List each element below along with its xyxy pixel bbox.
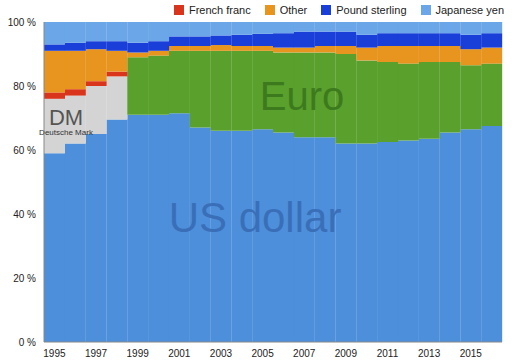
svg-text:0 %: 0 % xyxy=(19,337,36,348)
html-text:French franc: French franc xyxy=(188,4,251,16)
svg-text:2003: 2003 xyxy=(210,348,233,359)
html-text:US dollar: US dollar xyxy=(168,194,342,241)
svg-text:100 %: 100 % xyxy=(8,17,36,28)
html-text:Japanese yen: Japanese yen xyxy=(435,4,504,16)
svg-text:1999: 1999 xyxy=(127,348,150,359)
svg-text:2013: 2013 xyxy=(418,348,441,359)
svg-text:2007: 2007 xyxy=(293,348,316,359)
svg-text:40 %: 40 % xyxy=(13,209,36,220)
html-text:Euro: Euro xyxy=(259,74,345,118)
svg-text:80 %: 80 % xyxy=(13,81,36,92)
html-text:DM: DM xyxy=(48,105,84,130)
svg-text:2011: 2011 xyxy=(377,348,399,359)
html-text:Other: Other xyxy=(279,4,308,16)
svg-text:60 %: 60 % xyxy=(13,145,36,156)
svg-text:2001: 2001 xyxy=(168,348,191,359)
svg-text:1997: 1997 xyxy=(85,348,108,359)
svg-text:2015: 2015 xyxy=(460,348,483,359)
svg-text:2009: 2009 xyxy=(335,348,358,359)
svg-text:1995: 1995 xyxy=(43,348,66,359)
svg-text:2005: 2005 xyxy=(251,348,274,359)
html-text:Deutsche Mark: Deutsche Mark xyxy=(39,128,93,137)
html-text:Pound sterling: Pound sterling xyxy=(336,4,407,16)
svg-text:20 %: 20 % xyxy=(13,273,36,284)
